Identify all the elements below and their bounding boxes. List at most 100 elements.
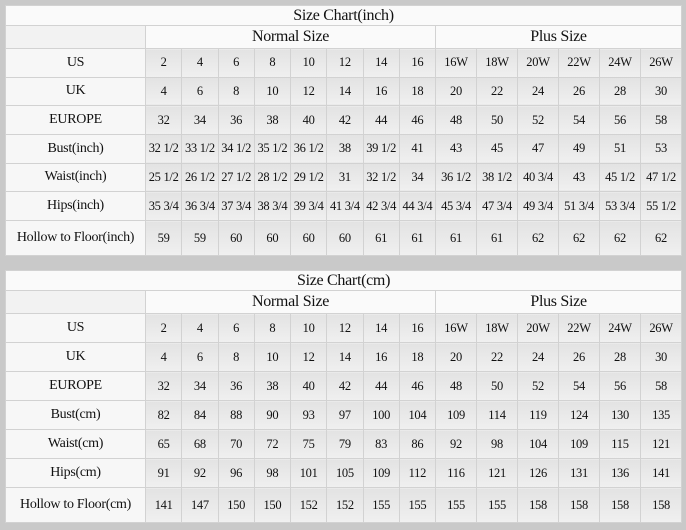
table-cell: 16 <box>362 342 400 372</box>
table-cell: 47 1/2 <box>639 162 683 193</box>
table-cell: 6 <box>181 342 219 372</box>
table-cell: 79 <box>326 429 364 459</box>
table-cell: 32 1/2 <box>362 162 400 193</box>
table-cell: 29 1/2 <box>289 162 328 193</box>
size-chart-inch: Size Chart(inch) Normal Size Plus Size US 2 4… <box>4 5 683 256</box>
table-cell: 55 1/2 <box>639 191 683 221</box>
table-cell: 56 <box>599 371 641 401</box>
table-cell: 158 <box>517 487 559 523</box>
table-cell: 150 <box>217 487 255 523</box>
table-cell: 4 <box>181 313 219 343</box>
table-cell: 12 <box>289 342 328 372</box>
table-cell: 46 <box>398 371 437 401</box>
size-chart-cm: Size Chart(cm) Normal Size Plus Size US 2 4 6 8… <box>4 270 683 523</box>
table-cell: 6 <box>217 48 255 78</box>
table-cell: 104 <box>398 400 437 430</box>
table-cell: 51 <box>599 133 641 164</box>
table-cell: 158 <box>639 487 683 523</box>
table-cell: 51 3/4 <box>558 191 600 221</box>
table-cell: 2 <box>144 48 183 78</box>
table-cell: 10 <box>253 76 292 107</box>
table-cell: 41 3/4 <box>326 191 364 221</box>
table-cell: 36 <box>217 371 255 401</box>
table-cell: 43 <box>558 162 600 193</box>
table-cell: 147 <box>181 487 219 523</box>
table-cell: 10 <box>289 48 328 78</box>
normal-size-header: Normal Size <box>145 25 436 49</box>
table-cell: 14 <box>326 76 364 107</box>
table-cell: 28 <box>599 342 641 372</box>
table-row: Hips(inch) 35 3/4 36 3/4 37 3/4 38 3/4 39 3/4… <box>5 191 683 221</box>
table-cell: 121 <box>639 429 683 459</box>
table-cell: 18W <box>476 313 518 343</box>
table-cell: 121 <box>476 458 518 488</box>
row-label: Waist(cm) <box>5 429 146 459</box>
table-cell: 84 <box>181 400 219 430</box>
row-label: Bust(cm) <box>5 400 146 430</box>
table-row: Bust(cm) 82 84 88 90 93 97 100 104 109 114 119 124 13… <box>5 400 683 430</box>
table-cell: 52 <box>517 371 559 401</box>
table-cell: 101 <box>289 458 328 488</box>
table-cell: 12 <box>326 48 364 78</box>
table-cell: 10 <box>289 313 328 343</box>
table-cell: 38 3/4 <box>253 191 292 221</box>
table-cell: 88 <box>217 400 255 430</box>
table-cell: 92 <box>435 429 477 459</box>
table-cell: 36 1/2 <box>435 162 477 193</box>
table-cell: 60 <box>217 220 255 256</box>
table-cell: 20 <box>435 342 477 372</box>
table-cell: 50 <box>476 371 518 401</box>
table-cell: 44 3/4 <box>398 191 437 221</box>
table-cell: 115 <box>599 429 641 459</box>
row-label: Waist(inch) <box>5 162 146 193</box>
table-cell: 36 1/2 <box>289 133 328 164</box>
table-cell: 152 <box>289 487 328 523</box>
table-cell: 41 <box>398 133 437 164</box>
table-cell: 6 <box>181 76 219 107</box>
table-cell: 62 <box>599 220 641 256</box>
table-cell: 34 <box>398 162 437 193</box>
table-cell: 49 <box>558 133 600 164</box>
row-label: US <box>5 313 146 343</box>
table-cell: 116 <box>435 458 477 488</box>
table-cell: 28 <box>599 76 641 107</box>
row-label: US <box>5 48 146 78</box>
table-cell: 53 3/4 <box>599 191 641 221</box>
table-cell: 32 <box>144 105 183 135</box>
table-cell: 62 <box>517 220 559 256</box>
table-cell: 150 <box>253 487 292 523</box>
table-cell: 61 <box>476 220 518 256</box>
table-row: EUROPE 32 34 36 38 40 42 44 46 48 50 52 54 56 58 <box>5 105 683 135</box>
table-cell: 158 <box>599 487 641 523</box>
table-cell: 100 <box>362 400 400 430</box>
table-cell: 61 <box>362 220 400 256</box>
table-cell: 33 1/2 <box>181 133 219 164</box>
table-cell: 4 <box>144 342 183 372</box>
table-cell: 59 <box>181 220 219 256</box>
corner-cell <box>5 290 146 314</box>
row-label: UK <box>5 76 146 107</box>
table-cell: 45 3/4 <box>435 191 477 221</box>
table-cell: 32 1/2 <box>144 133 183 164</box>
table-cell: 112 <box>398 458 437 488</box>
table-cell: 16W <box>435 48 477 78</box>
table-cell: 34 <box>181 105 219 135</box>
table-cell: 38 <box>253 371 292 401</box>
table-cell: 31 <box>326 162 364 193</box>
table-cell: 158 <box>558 487 600 523</box>
table-cell: 16 <box>362 76 400 107</box>
table-cell: 65 <box>144 429 183 459</box>
table-cell: 135 <box>639 400 683 430</box>
table-cell: 4 <box>181 48 219 78</box>
table-cell: 60 <box>253 220 292 256</box>
table-cell: 12 <box>326 313 364 343</box>
table-cell: 72 <box>253 429 292 459</box>
table-cell: 16 <box>398 313 437 343</box>
table-row: UK 4 6 8 10 12 14 16 18 20 22 24 26 28 30 <box>5 76 683 107</box>
table-cell: 34 1/2 <box>217 133 255 164</box>
table-cell: 45 <box>476 133 518 164</box>
table-cell: 26W <box>639 313 683 343</box>
table-cell: 32 <box>144 371 183 401</box>
table-cell: 39 1/2 <box>362 133 400 164</box>
group-row: Normal Size Plus Size <box>5 25 683 49</box>
